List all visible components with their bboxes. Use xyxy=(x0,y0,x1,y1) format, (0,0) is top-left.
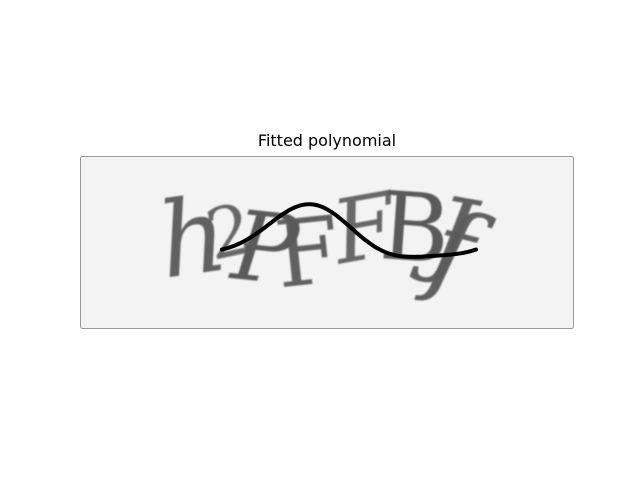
captcha-background xyxy=(80,156,574,329)
fitted-polynomial-curve xyxy=(220,202,478,259)
captcha-image: h 2 P F F B J f xyxy=(80,156,574,330)
captcha-glyphs: h 2 P F F B J f xyxy=(151,172,501,318)
captcha-glyph-B: B xyxy=(377,172,454,286)
captcha-canvas: h 2 P F F B J f xyxy=(80,156,574,329)
figure-title: Fitted polynomial xyxy=(257,131,397,150)
